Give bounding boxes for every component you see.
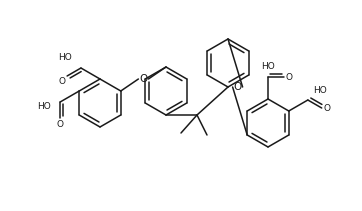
Text: O: O — [286, 73, 293, 81]
Text: HO: HO — [261, 62, 275, 71]
Text: HO: HO — [38, 101, 51, 111]
Text: HO: HO — [58, 53, 72, 62]
Text: O: O — [139, 74, 148, 84]
Text: O: O — [233, 82, 242, 92]
Text: O: O — [58, 77, 65, 86]
Text: O: O — [57, 120, 64, 129]
Text: HO: HO — [313, 86, 327, 95]
Text: O: O — [324, 104, 331, 112]
